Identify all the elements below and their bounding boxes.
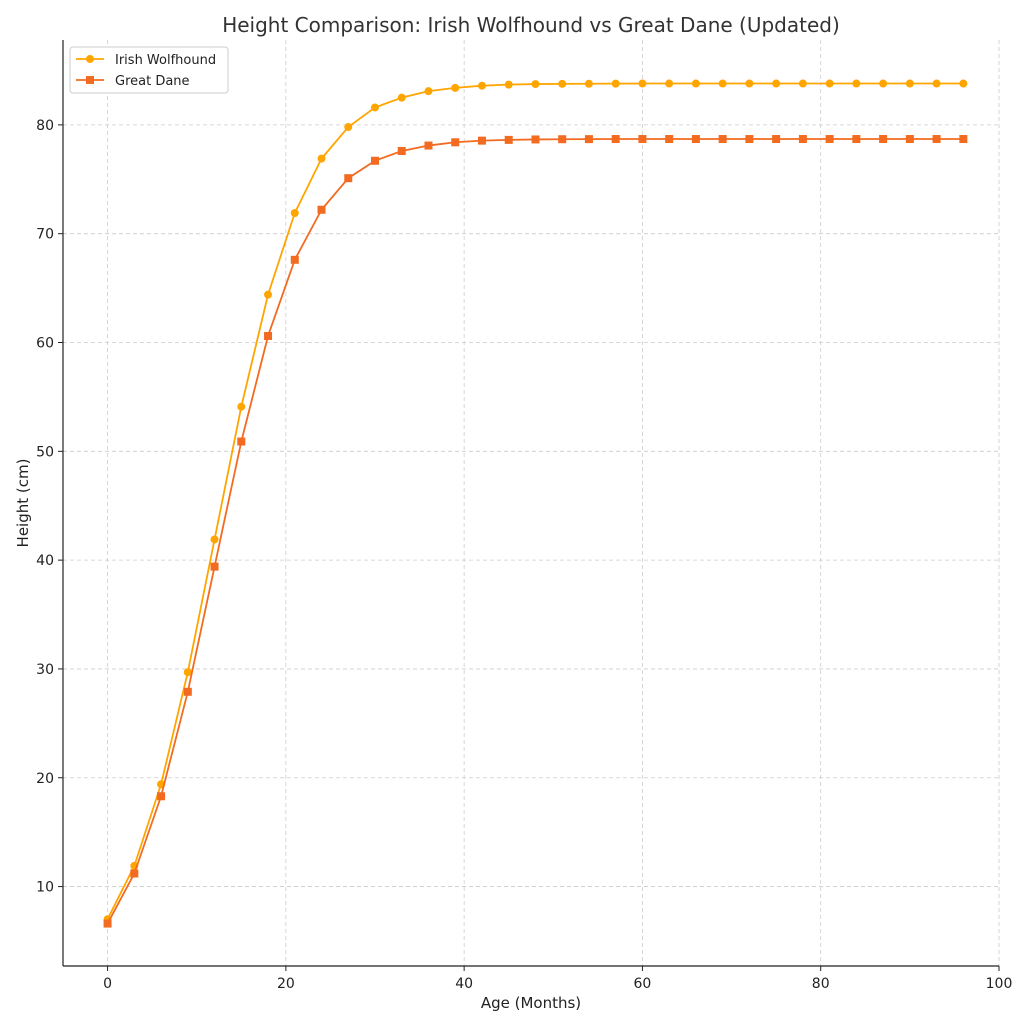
- data-point-great-dane: [959, 135, 968, 144]
- grid: [63, 40, 1000, 966]
- data-point-great-dane: [183, 687, 192, 696]
- data-point-irish-wolfhound: [317, 154, 326, 163]
- data-point-great-dane: [798, 135, 807, 144]
- data-point-great-dane: [157, 792, 166, 801]
- y-tick-label: 10: [36, 880, 54, 896]
- y-tick-label: 80: [36, 118, 54, 134]
- data-point-irish-wolfhound: [397, 93, 406, 102]
- y-axis-ticks: 10 20 30 40 50 60 70 80: [36, 118, 63, 896]
- data-point-great-dane: [344, 174, 353, 183]
- data-point-great-dane: [691, 135, 700, 144]
- data-point-great-dane: [424, 141, 433, 150]
- data-point-irish-wolfhound: [879, 79, 888, 88]
- data-point-great-dane: [772, 135, 781, 144]
- data-point-irish-wolfhound: [718, 79, 727, 88]
- data-point-great-dane: [130, 869, 139, 878]
- y-tick-label: 20: [36, 771, 54, 787]
- data-point-irish-wolfhound: [959, 79, 968, 88]
- data-point-irish-wolfhound: [371, 103, 379, 112]
- data-point-great-dane: [397, 146, 406, 155]
- data-point-great-dane: [932, 135, 941, 144]
- data-point-irish-wolfhound: [745, 79, 754, 88]
- y-tick-label: 60: [36, 336, 54, 352]
- x-axis-label: Age (Months): [481, 994, 581, 1012]
- data-point-great-dane: [665, 135, 674, 144]
- data-point-great-dane: [558, 135, 567, 144]
- data-point-great-dane: [611, 135, 620, 144]
- data-point-great-dane: [718, 135, 727, 144]
- data-point-irish-wolfhound: [504, 80, 513, 89]
- data-point-great-dane: [852, 135, 861, 144]
- y-tick-label: 70: [36, 227, 54, 243]
- data-point-irish-wolfhound: [531, 80, 540, 89]
- data-point-great-dane: [371, 156, 379, 165]
- data-point-irish-wolfhound: [237, 402, 246, 411]
- axes-frame: [62, 40, 999, 967]
- data-point-irish-wolfhound: [772, 79, 781, 88]
- y-tick-label: 50: [36, 444, 54, 460]
- legend-marker-great-dane: [86, 76, 94, 84]
- data-point-irish-wolfhound: [290, 209, 299, 218]
- data-point-irish-wolfhound: [424, 87, 433, 96]
- series-great-dane: [103, 135, 968, 928]
- legend-box: [69, 46, 229, 94]
- data-point-irish-wolfhound: [183, 668, 192, 677]
- series-irish-wolfhound: [103, 79, 968, 924]
- data-point-great-dane: [264, 331, 273, 340]
- data-point-irish-wolfhound: [665, 79, 674, 88]
- data-point-great-dane: [317, 205, 326, 214]
- data-point-irish-wolfhound: [477, 81, 486, 90]
- data-point-irish-wolfhound: [264, 290, 273, 299]
- data-point-irish-wolfhound: [344, 123, 353, 132]
- y-axis-label: Height (cm): [14, 459, 32, 548]
- data-point-irish-wolfhound: [210, 535, 219, 544]
- data-point-irish-wolfhound: [611, 79, 620, 88]
- data-point-great-dane: [103, 919, 112, 928]
- data-point-great-dane: [584, 135, 593, 144]
- data-point-irish-wolfhound: [558, 79, 567, 88]
- data-point-great-dane: [638, 135, 647, 144]
- legend-marker-irish-wolfhound: [86, 55, 94, 63]
- data-point-irish-wolfhound: [691, 79, 700, 88]
- legend: Irish Wolfhound Great Dane: [69, 46, 229, 94]
- y-tick-label: 30: [36, 662, 54, 678]
- data-point-irish-wolfhound: [825, 79, 834, 88]
- data-point-great-dane: [290, 255, 299, 264]
- data-point-great-dane: [745, 135, 754, 144]
- legend-label-irish-wolfhound: Irish Wolfhound: [115, 53, 216, 68]
- data-point-irish-wolfhound: [852, 79, 861, 88]
- data-point-great-dane: [879, 135, 888, 144]
- x-tick-label: 0: [103, 976, 112, 992]
- y-tick-label: 40: [36, 553, 54, 569]
- chart-title: Height Comparison: Irish Wolfhound vs Gr…: [222, 13, 840, 37]
- data-point-irish-wolfhound: [584, 79, 593, 88]
- data-point-great-dane: [237, 437, 246, 446]
- x-axis-ticks: 0 20 40 60 80 100: [103, 966, 1012, 992]
- data-point-irish-wolfhound: [905, 79, 914, 88]
- x-tick-label: 20: [277, 976, 295, 992]
- data-point-great-dane: [531, 135, 540, 144]
- data-point-great-dane: [210, 562, 219, 571]
- data-point-great-dane: [825, 135, 834, 144]
- data-point-irish-wolfhound: [932, 79, 941, 88]
- data-point-great-dane: [477, 136, 486, 145]
- x-tick-label: 60: [634, 976, 652, 992]
- x-tick-label: 80: [812, 976, 830, 992]
- data-point-irish-wolfhound: [798, 79, 807, 88]
- data-point-great-dane: [504, 135, 513, 144]
- series-group: [103, 79, 968, 928]
- data-point-great-dane: [451, 138, 460, 147]
- x-tick-label: 40: [455, 976, 473, 992]
- data-point-great-dane: [905, 135, 914, 144]
- x-tick-label: 100: [986, 976, 1013, 992]
- data-point-irish-wolfhound: [638, 79, 647, 88]
- data-point-irish-wolfhound: [451, 83, 460, 92]
- legend-label-great-dane: Great Dane: [115, 74, 190, 89]
